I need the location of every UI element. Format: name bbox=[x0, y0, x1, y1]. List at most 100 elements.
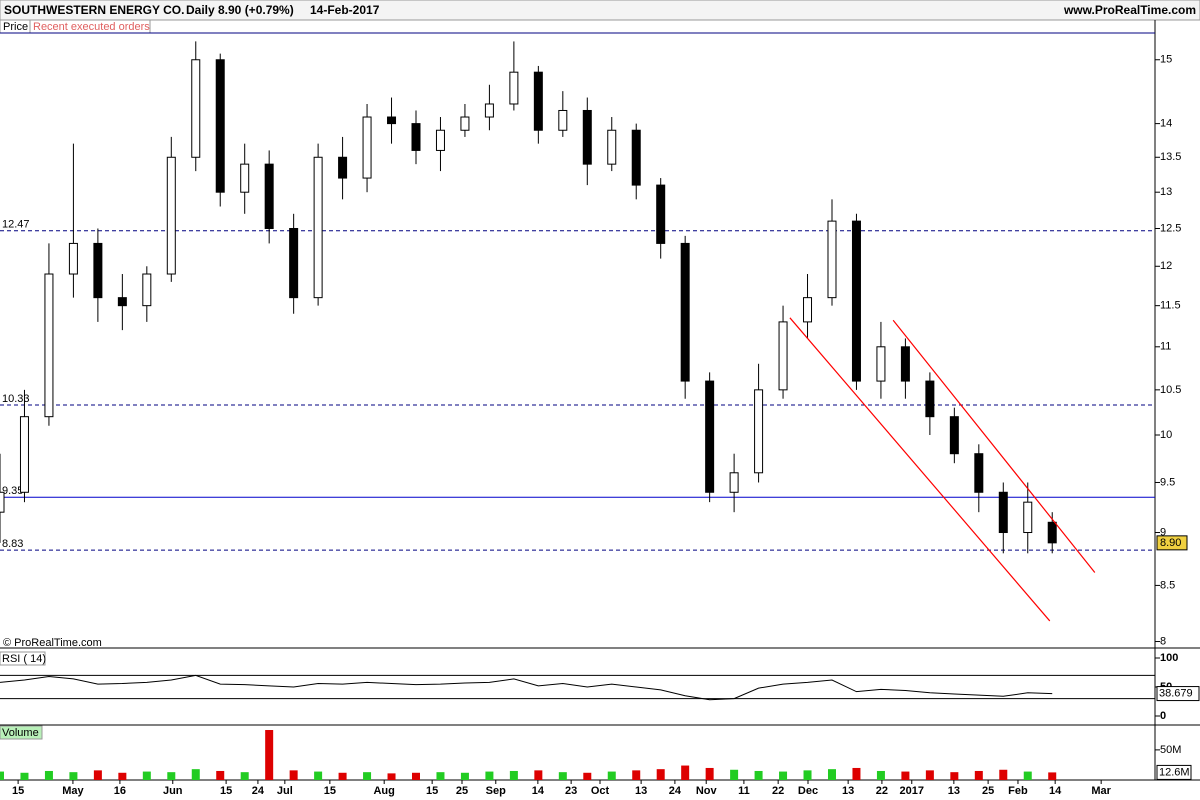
candle-body bbox=[851, 220, 861, 382]
volume-bar bbox=[142, 771, 151, 780]
y-tick-label: 12.5 bbox=[1160, 222, 1181, 234]
volume-bar bbox=[509, 770, 518, 780]
quote: 8.90 (+0.79%) bbox=[218, 3, 294, 17]
y-tick-label: 13 bbox=[1160, 186, 1172, 198]
volume-bar bbox=[460, 772, 469, 780]
y-tick-label: 13.5 bbox=[1160, 151, 1181, 163]
y-tick-label: 100 bbox=[1160, 652, 1178, 664]
volume-bar bbox=[338, 772, 347, 780]
candle-body bbox=[387, 116, 397, 125]
x-tick-label: 23 bbox=[565, 785, 577, 797]
y-tick-label: 12 bbox=[1160, 260, 1172, 272]
volume-bar bbox=[485, 771, 494, 780]
volume-bar bbox=[950, 772, 959, 780]
candle-body bbox=[166, 156, 176, 275]
x-tick-label: 15 bbox=[426, 785, 438, 797]
x-tick-label: Oct bbox=[591, 785, 610, 797]
x-tick-label: 14 bbox=[1049, 785, 1062, 797]
x-tick-label: Feb bbox=[1008, 785, 1028, 797]
x-tick-label: Jun bbox=[163, 785, 183, 797]
panel-title: RSI ( 14) bbox=[2, 653, 46, 665]
volume-bar bbox=[999, 769, 1008, 780]
volume-bar bbox=[705, 767, 714, 780]
site: www.ProRealTime.com bbox=[1063, 3, 1196, 17]
candle-body bbox=[411, 123, 421, 151]
volume-bar bbox=[20, 772, 29, 780]
rsi-line bbox=[0, 674, 1053, 701]
last-rsi-box bbox=[1156, 686, 1200, 702]
x-tick-label: Jul bbox=[277, 785, 293, 797]
volume-bar bbox=[1048, 772, 1057, 780]
last-rsi-label: 38.679 bbox=[1159, 687, 1193, 699]
candle-body bbox=[754, 389, 764, 474]
volume-bar bbox=[436, 772, 445, 780]
candle-body bbox=[19, 416, 29, 493]
trend-line bbox=[892, 319, 1096, 573]
y-tick-label: 10 bbox=[1160, 429, 1172, 441]
volume-bar bbox=[607, 771, 616, 780]
candle-body bbox=[974, 453, 984, 493]
volume-bar bbox=[240, 772, 249, 780]
volume-bar bbox=[901, 771, 910, 780]
x-tick-label: 13 bbox=[842, 785, 854, 797]
candle-body bbox=[803, 297, 813, 323]
volume-bar bbox=[681, 765, 690, 780]
candle-body bbox=[362, 116, 372, 179]
price-tab-label[interactable]: Price bbox=[3, 21, 28, 33]
volume-bar bbox=[363, 772, 372, 780]
volume-bar bbox=[754, 770, 763, 780]
volume-bar bbox=[656, 769, 665, 780]
x-tick-label: Dec bbox=[798, 785, 818, 797]
candle-body bbox=[215, 59, 225, 193]
y-tick-label: 8 bbox=[1160, 635, 1166, 647]
panel-title: Volume bbox=[2, 727, 39, 739]
y-tick-label: 50M bbox=[1160, 744, 1181, 756]
last-volume-box bbox=[1156, 764, 1192, 780]
candle-body bbox=[117, 297, 127, 307]
level-label: 12.47 bbox=[2, 219, 30, 231]
volume-bar bbox=[852, 767, 861, 780]
candle-body bbox=[460, 116, 470, 131]
x-tick-label: 13 bbox=[948, 785, 960, 797]
volume-bar bbox=[387, 773, 396, 780]
last-price-label: 8.90 bbox=[1160, 537, 1181, 549]
x-tick-label: 25 bbox=[982, 785, 994, 797]
candle-body bbox=[729, 472, 739, 493]
last-price-box bbox=[1156, 535, 1188, 551]
candle-body bbox=[1023, 501, 1033, 534]
volume-bar bbox=[827, 769, 836, 780]
volume-bar bbox=[730, 769, 739, 780]
x-tick-label: 22 bbox=[772, 785, 784, 797]
orders-tab-label[interactable]: Recent executed orders bbox=[33, 21, 150, 33]
x-tick-label: Sep bbox=[486, 785, 506, 797]
candle-body bbox=[998, 491, 1008, 534]
period: Daily bbox=[186, 3, 215, 17]
volume-bar bbox=[69, 772, 78, 780]
candle-body bbox=[876, 346, 886, 382]
y-tick-label: 9 bbox=[1160, 526, 1166, 538]
volume-bar bbox=[191, 769, 200, 780]
level-label: 10.33 bbox=[2, 393, 30, 405]
copyright: © ProRealTime.com bbox=[3, 637, 102, 649]
candle-body bbox=[533, 71, 543, 131]
symbol: SOUTHWESTERN ENERGY CO. bbox=[4, 3, 184, 17]
volume-bar bbox=[925, 770, 934, 780]
x-tick-label: Mar bbox=[1091, 785, 1111, 797]
volume-bar bbox=[534, 770, 543, 780]
y-tick-label: 0 bbox=[1160, 710, 1166, 722]
candle-body bbox=[484, 103, 494, 118]
y-tick-label: 11.5 bbox=[1160, 300, 1181, 312]
candle-body bbox=[509, 71, 519, 105]
volume-bar bbox=[411, 772, 420, 780]
candle-body bbox=[338, 156, 348, 179]
last-volume-label: 12.6M bbox=[1159, 766, 1190, 778]
volume-bar bbox=[1023, 771, 1032, 780]
x-tick-label: 24 bbox=[252, 785, 265, 797]
volume-bar bbox=[265, 730, 274, 780]
candle-body bbox=[93, 242, 103, 299]
candle-body bbox=[264, 163, 274, 229]
y-tick-label: 15 bbox=[1160, 54, 1172, 66]
volume-bar bbox=[779, 771, 788, 780]
candle-body bbox=[558, 109, 568, 131]
